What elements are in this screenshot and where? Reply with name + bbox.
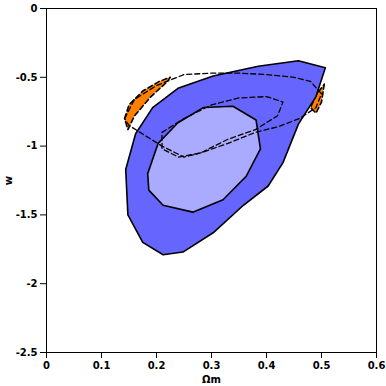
svg-text:0.5: 0.5 bbox=[313, 360, 331, 371]
svg-text:Ωm: Ωm bbox=[202, 374, 221, 385]
svg-text:-1.5: -1.5 bbox=[16, 209, 38, 220]
svg-text:-2: -2 bbox=[26, 278, 37, 289]
svg-text:0.6: 0.6 bbox=[368, 360, 386, 371]
svg-text:-0.5: -0.5 bbox=[16, 72, 38, 83]
svg-text:-2.5: -2.5 bbox=[16, 347, 38, 358]
svg-text:-1: -1 bbox=[26, 140, 37, 151]
svg-text:w: w bbox=[3, 176, 14, 185]
svg-text:0.2: 0.2 bbox=[148, 360, 166, 371]
svg-text:0: 0 bbox=[43, 360, 50, 371]
svg-text:0.3: 0.3 bbox=[203, 360, 221, 371]
svg-text:0.1: 0.1 bbox=[93, 360, 111, 371]
svg-text:0: 0 bbox=[31, 3, 38, 14]
svg-text:0.4: 0.4 bbox=[258, 360, 276, 371]
